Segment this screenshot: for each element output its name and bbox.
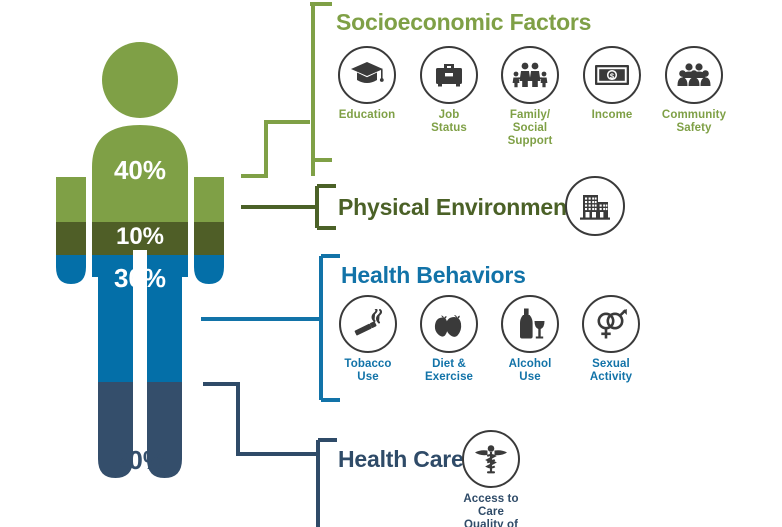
group-people-icon bbox=[677, 63, 711, 86]
banknote-icon: $ bbox=[595, 65, 629, 85]
community-safety-circle bbox=[665, 46, 723, 104]
icon-item-education[interactable]: Education bbox=[336, 46, 398, 122]
briefcase-icon bbox=[436, 64, 462, 87]
body-silhouette: 40% 10% 30% 20% bbox=[56, 42, 224, 485]
diet-exercise-label: Diet & Exercise bbox=[424, 358, 474, 383]
family-circle bbox=[501, 46, 559, 104]
income-label: Income bbox=[591, 109, 633, 121]
percent-label-physical-environment: 10% bbox=[116, 223, 164, 250]
income-circle: $ bbox=[583, 46, 641, 104]
section-title-health-care: Health Care bbox=[338, 446, 464, 472]
sexual-activity-circle bbox=[582, 295, 640, 353]
buildings-icon bbox=[580, 195, 610, 220]
icon-item-job-status[interactable]: Job Status bbox=[418, 46, 480, 135]
health-care-circle bbox=[462, 430, 520, 488]
svg-text:$: $ bbox=[610, 71, 615, 80]
community-safety-label: Community Safety bbox=[661, 109, 727, 134]
section-title-socioeconomic-factors: Socioeconomic Factors bbox=[336, 9, 592, 35]
icon-item-income[interactable]: $ Income bbox=[581, 46, 643, 122]
education-circle bbox=[338, 46, 396, 104]
family-icon bbox=[512, 62, 548, 88]
connector-socioeconomic bbox=[241, 2, 332, 178]
connector-physical-environment bbox=[241, 184, 336, 230]
icon-item-health-care[interactable]: Access to Care Quality of Care bbox=[460, 430, 522, 527]
segment-physical-environment bbox=[56, 222, 224, 255]
tobacco-use-label: Tobacco Use bbox=[344, 358, 392, 383]
alcohol-use-circle bbox=[501, 295, 559, 353]
cigarette-icon bbox=[354, 309, 383, 336]
section-title-physical-environment: Physical Environment bbox=[338, 194, 575, 220]
icon-item-tobacco-use[interactable]: Tobacco Use bbox=[337, 295, 399, 384]
percent-label-socioeconomic: 40% bbox=[114, 155, 166, 185]
gap-left-arm bbox=[86, 167, 92, 287]
icon-item-family-social-support[interactable]: Family/ Social Support bbox=[499, 46, 561, 148]
sexual-activity-label: Sexual Activity bbox=[589, 358, 633, 383]
figure-head bbox=[102, 42, 178, 118]
diet-exercise-circle bbox=[420, 295, 478, 353]
apples-icon bbox=[434, 315, 462, 337]
icon-item-alcohol-use[interactable]: Alcohol Use bbox=[499, 295, 561, 384]
alcohol-use-label: Alcohol Use bbox=[508, 358, 552, 383]
percent-label-health-care: 20% bbox=[114, 445, 166, 475]
connector-health-care bbox=[203, 382, 337, 527]
job-status-label: Job Status bbox=[431, 109, 467, 134]
icon-item-community-safety[interactable]: Community Safety bbox=[659, 46, 729, 135]
percent-label-health-behaviors: 30% bbox=[114, 263, 166, 293]
bottle-glass-icon bbox=[520, 308, 545, 339]
caduceus-icon bbox=[475, 445, 507, 474]
connector-health-behaviors bbox=[201, 254, 340, 402]
tobacco-use-circle bbox=[339, 295, 397, 353]
icon-item-buildings[interactable] bbox=[564, 176, 626, 241]
buildings-circle bbox=[565, 176, 625, 236]
gap-right-arm bbox=[188, 167, 194, 287]
section-title-health-behaviors: Health Behaviors bbox=[341, 262, 526, 288]
icon-item-sexual-activity[interactable]: Sexual Activity bbox=[580, 295, 642, 384]
education-label: Education bbox=[338, 109, 396, 121]
body-percentage-figure: 40% 10% 30% 20% bbox=[40, 22, 240, 492]
family-social-support-label: Family/ Social Support bbox=[507, 109, 553, 147]
icon-item-diet-exercise[interactable]: Diet & Exercise bbox=[418, 295, 480, 384]
job-status-circle bbox=[420, 46, 478, 104]
gap-legs bbox=[133, 250, 147, 485]
graduation-cap-icon bbox=[351, 62, 384, 83]
health-care-access-quality-label: Access to Care Quality of Care bbox=[463, 493, 519, 527]
gender-symbols-icon bbox=[597, 309, 627, 339]
